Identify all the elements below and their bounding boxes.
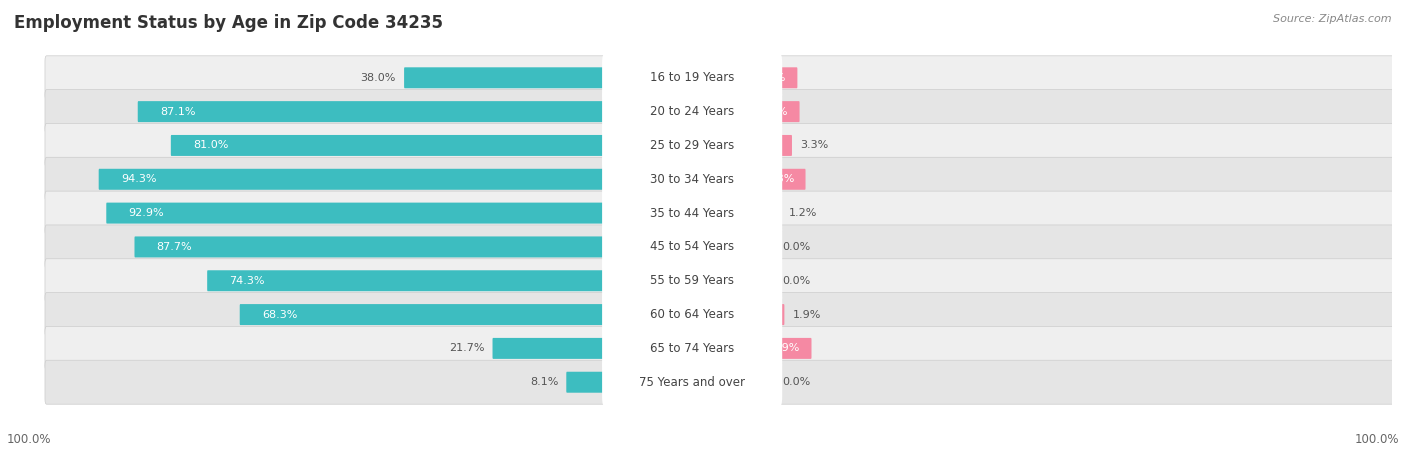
Text: 68.3%: 68.3%	[262, 309, 297, 320]
Text: 38.0%: 38.0%	[360, 73, 396, 83]
Text: 3.3%: 3.3%	[800, 140, 828, 151]
Text: 35 to 44 Years: 35 to 44 Years	[650, 207, 734, 220]
FancyBboxPatch shape	[45, 360, 1393, 404]
Text: 30 to 34 Years: 30 to 34 Years	[650, 173, 734, 186]
FancyBboxPatch shape	[172, 135, 612, 156]
FancyBboxPatch shape	[138, 101, 612, 122]
Text: 5.8%: 5.8%	[766, 174, 794, 184]
Text: 20 to 24 Years: 20 to 24 Years	[650, 105, 734, 118]
Text: Source: ZipAtlas.com: Source: ZipAtlas.com	[1274, 14, 1392, 23]
Text: 65 to 74 Years: 65 to 74 Years	[650, 342, 734, 355]
FancyBboxPatch shape	[602, 323, 782, 373]
FancyBboxPatch shape	[45, 191, 1393, 235]
Text: 0.0%: 0.0%	[782, 276, 810, 286]
Text: 6.9%: 6.9%	[772, 343, 800, 354]
FancyBboxPatch shape	[135, 236, 612, 258]
Text: 60 to 64 Years: 60 to 64 Years	[650, 308, 734, 321]
FancyBboxPatch shape	[45, 259, 1393, 303]
Text: 74.3%: 74.3%	[229, 276, 264, 286]
FancyBboxPatch shape	[45, 124, 1393, 167]
FancyBboxPatch shape	[567, 372, 612, 393]
FancyBboxPatch shape	[602, 222, 782, 272]
FancyBboxPatch shape	[602, 357, 782, 407]
FancyBboxPatch shape	[773, 135, 792, 156]
FancyBboxPatch shape	[404, 67, 612, 88]
FancyBboxPatch shape	[602, 53, 782, 103]
Text: 0.0%: 0.0%	[782, 242, 810, 252]
FancyBboxPatch shape	[773, 67, 797, 88]
FancyBboxPatch shape	[45, 90, 1393, 133]
Text: 75 Years and over: 75 Years and over	[640, 376, 745, 389]
Text: 4.3%: 4.3%	[758, 73, 786, 83]
FancyBboxPatch shape	[602, 256, 782, 306]
Text: 87.1%: 87.1%	[160, 106, 195, 117]
Text: 25 to 29 Years: 25 to 29 Years	[650, 139, 734, 152]
Text: 100.0%: 100.0%	[7, 433, 52, 446]
Text: 0.0%: 0.0%	[782, 377, 810, 387]
Text: 1.9%: 1.9%	[793, 309, 821, 320]
Text: 1.2%: 1.2%	[789, 208, 817, 218]
FancyBboxPatch shape	[602, 87, 782, 137]
FancyBboxPatch shape	[773, 202, 780, 224]
FancyBboxPatch shape	[107, 202, 612, 224]
FancyBboxPatch shape	[602, 120, 782, 170]
FancyBboxPatch shape	[45, 225, 1393, 269]
FancyBboxPatch shape	[240, 304, 612, 325]
FancyBboxPatch shape	[45, 56, 1393, 100]
Text: 16 to 19 Years: 16 to 19 Years	[650, 71, 734, 84]
Text: Employment Status by Age in Zip Code 34235: Employment Status by Age in Zip Code 342…	[14, 14, 443, 32]
FancyBboxPatch shape	[602, 290, 782, 340]
Text: 81.0%: 81.0%	[193, 140, 228, 151]
Text: 92.9%: 92.9%	[128, 208, 165, 218]
Text: 4.7%: 4.7%	[759, 106, 789, 117]
FancyBboxPatch shape	[602, 154, 782, 204]
FancyBboxPatch shape	[45, 157, 1393, 201]
FancyBboxPatch shape	[98, 169, 612, 190]
FancyBboxPatch shape	[773, 101, 800, 122]
FancyBboxPatch shape	[773, 169, 806, 190]
FancyBboxPatch shape	[45, 293, 1393, 336]
FancyBboxPatch shape	[492, 338, 612, 359]
FancyBboxPatch shape	[207, 270, 612, 291]
Text: 45 to 54 Years: 45 to 54 Years	[650, 240, 734, 253]
Text: 21.7%: 21.7%	[449, 343, 485, 354]
Text: 94.3%: 94.3%	[121, 174, 156, 184]
FancyBboxPatch shape	[773, 338, 811, 359]
Text: 8.1%: 8.1%	[530, 377, 558, 387]
FancyBboxPatch shape	[45, 327, 1393, 370]
Text: 55 to 59 Years: 55 to 59 Years	[650, 274, 734, 287]
Text: 87.7%: 87.7%	[156, 242, 193, 252]
FancyBboxPatch shape	[773, 304, 785, 325]
FancyBboxPatch shape	[602, 188, 782, 238]
Text: 100.0%: 100.0%	[1354, 433, 1399, 446]
